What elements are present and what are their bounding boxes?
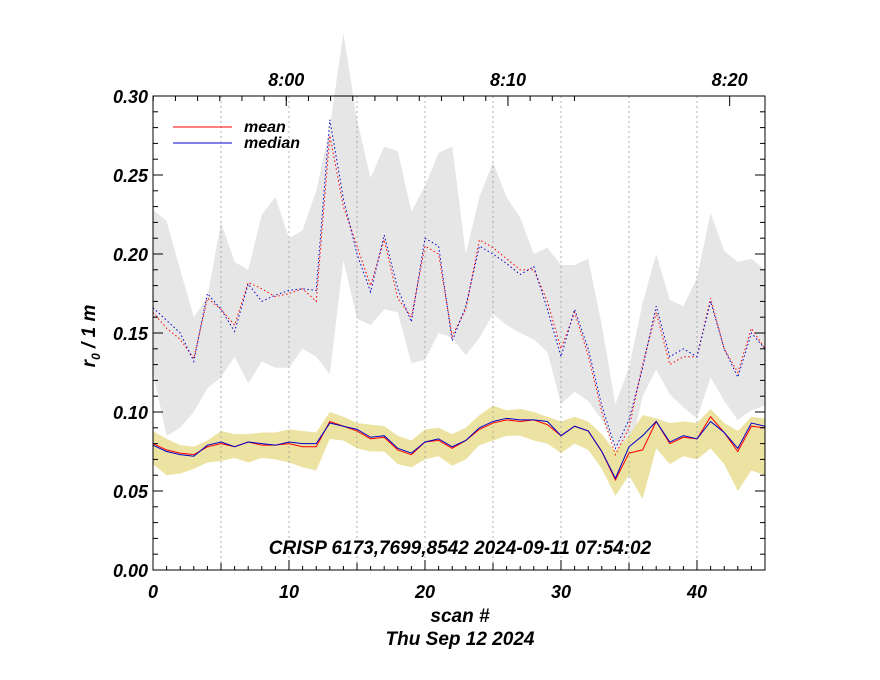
dotted-mean-line	[152, 135, 766, 456]
y-axis-label-sub: 0	[89, 353, 103, 360]
x-tick-label-4: 40	[686, 582, 707, 602]
svg-text:r0 / 1 m: r0 / 1 m	[79, 305, 103, 368]
x-axis-label: scan #	[430, 606, 490, 627]
upper-range-band	[153, 32, 765, 458]
top-time-label-2: 8:20	[712, 70, 748, 90]
x-tick-label-0: 0	[148, 582, 158, 602]
date-subtitle: Thu Sep 12 2024	[386, 629, 535, 650]
top-time-label-1: 8:10	[490, 70, 526, 90]
y-axis-label-tail: / 1 m	[79, 305, 100, 354]
median-line	[152, 417, 766, 480]
y-tick-label-6: 0.30	[113, 87, 148, 107]
y-axis-label: r0 / 1 m	[79, 305, 103, 368]
top-time-label-0: 8:00	[268, 70, 304, 90]
dotted-median-line	[152, 119, 766, 450]
y-tick-label-4: 0.20	[113, 245, 148, 265]
axes-layer: 0 10 20 30 40 0.00 0.05 0.10 0.15 0.20 0.25 0.30 8:0…	[113, 70, 766, 602]
x-tick-label-1: 10	[279, 582, 299, 602]
bands-layer	[153, 32, 765, 499]
lower-range-band	[153, 405, 765, 499]
x-tick-label-2: 20	[414, 582, 435, 602]
legend: mean median	[173, 119, 300, 152]
y-tick-label-0: 0.00	[113, 561, 148, 581]
legend-median-label: median	[244, 135, 300, 152]
y-tick-label-2: 0.10	[113, 403, 148, 423]
series-layer	[152, 119, 766, 482]
vertical-grid	[220, 96, 698, 570]
y-axis-label-main: r	[79, 358, 100, 367]
y-tick-label-1: 0.05	[113, 482, 149, 502]
x-tick-label-3: 30	[551, 582, 571, 602]
chart-annotation: CRISP 6173,7699,8542 2024-09-11 07:54:02	[269, 538, 652, 559]
y-tick-label-3: 0.15	[113, 324, 149, 344]
y-tick-label-5: 0.25	[113, 166, 149, 186]
legend-mean-label: mean	[244, 119, 286, 136]
